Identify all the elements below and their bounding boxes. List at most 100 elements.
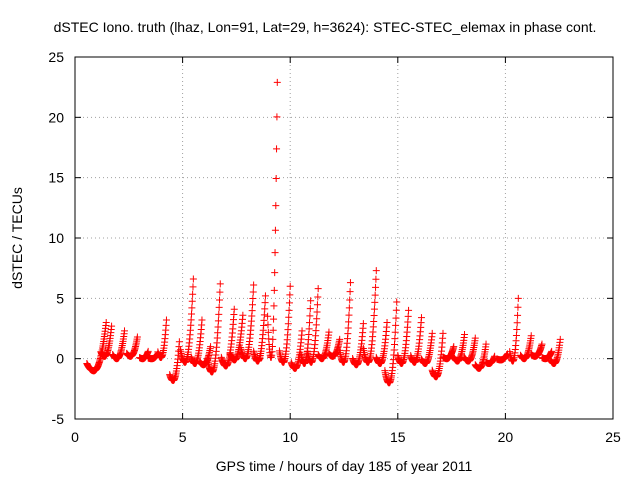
- y-tick-label: 0: [56, 351, 64, 367]
- data-point: [372, 267, 380, 275]
- data-point: [261, 299, 269, 307]
- data-point: [439, 329, 447, 337]
- data-point: [215, 310, 223, 318]
- data-point: [264, 321, 272, 329]
- data-point: [214, 323, 222, 331]
- data-point: [188, 310, 196, 318]
- data-point: [306, 305, 314, 313]
- data-point: [230, 305, 238, 313]
- data-point: [215, 303, 223, 311]
- data-point: [359, 320, 367, 328]
- data-point: [313, 301, 321, 309]
- data-point: [264, 328, 272, 336]
- data-point: [392, 321, 400, 329]
- data-point: [370, 312, 378, 320]
- y-tick-label: 20: [48, 109, 64, 125]
- y-tick-label: 5: [56, 290, 64, 306]
- data-point: [102, 318, 110, 326]
- data-point: [260, 311, 268, 319]
- data-point: [306, 312, 314, 320]
- x-tick-label: 25: [605, 429, 621, 445]
- data-point: [345, 304, 353, 312]
- data-point: [346, 279, 354, 287]
- data-point: [284, 320, 292, 328]
- data-point: [344, 324, 352, 332]
- data-point: [250, 281, 258, 289]
- data-point: [450, 343, 458, 351]
- data-point: [345, 318, 353, 326]
- data-point: [272, 202, 280, 210]
- data-point: [239, 311, 247, 319]
- x-tick-label: 0: [71, 429, 79, 445]
- data-point: [391, 341, 399, 349]
- data-point: [271, 249, 279, 257]
- chart-title: dSTEC Iono. truth (lhaz, Lon=91, Lat=29,…: [54, 19, 597, 35]
- data-point: [393, 298, 401, 306]
- data-point: [514, 311, 522, 319]
- data-point: [273, 78, 281, 86]
- data-point: [271, 226, 279, 234]
- data-point: [325, 328, 333, 336]
- data-point: [346, 288, 354, 296]
- plot-frame: [74, 56, 614, 420]
- data-point: [189, 283, 197, 291]
- data-point: [428, 329, 436, 337]
- data-point: [392, 314, 400, 322]
- data-point: [513, 319, 521, 327]
- data-point: [514, 303, 522, 311]
- data-point: [284, 326, 292, 334]
- data-point: [188, 304, 196, 312]
- data-point: [391, 335, 399, 343]
- data-point: [298, 327, 306, 335]
- data-point: [383, 318, 391, 326]
- data-point: [271, 269, 279, 277]
- data-point: [405, 306, 413, 314]
- data-point: [527, 332, 535, 340]
- data-point: [548, 347, 556, 355]
- data-point: [270, 286, 278, 294]
- data-point: [189, 290, 197, 298]
- data-point: [512, 331, 520, 339]
- x-axis-label: GPS time / hours of day 185 of year 2011: [216, 458, 473, 474]
- data-point: [482, 340, 490, 348]
- data-point: [514, 294, 522, 302]
- x-tick-label: 20: [498, 429, 514, 445]
- y-axis-label: dSTEC / TECUs: [9, 187, 25, 289]
- data-point: [372, 283, 380, 291]
- x-tick-label: 10: [282, 429, 298, 445]
- data-point: [461, 331, 469, 339]
- data-point: [270, 315, 278, 323]
- data-point: [285, 313, 293, 321]
- data-point: [216, 296, 224, 304]
- data-point: [371, 291, 379, 299]
- data-point: [189, 275, 197, 283]
- data-point: [306, 319, 314, 327]
- data-point: [249, 295, 257, 303]
- data-point: [144, 347, 152, 355]
- data-point: [273, 145, 281, 153]
- tick-labels: 0 5 10 15 20 25 -5 0 5 10 15 20 25: [48, 49, 621, 445]
- data-point: [312, 321, 320, 329]
- data-point: [261, 292, 269, 300]
- data-point: [270, 302, 278, 310]
- data-point: [268, 343, 276, 351]
- y-tick-label: -5: [52, 411, 65, 427]
- data-point: [216, 280, 224, 288]
- data-point: [346, 296, 354, 304]
- data-point: [261, 305, 269, 313]
- data-point: [313, 308, 321, 316]
- x-tick-label: 5: [179, 429, 187, 445]
- data-point: [305, 325, 313, 333]
- data-point: [269, 335, 277, 343]
- data-point: [392, 306, 400, 314]
- data-point: [285, 306, 293, 314]
- data-point: [417, 314, 425, 322]
- data-point: [391, 328, 399, 336]
- data-point: [314, 293, 322, 301]
- data-point: [188, 297, 196, 305]
- data-point: [133, 333, 141, 341]
- y-tick-label: 10: [48, 230, 64, 246]
- data-point: [120, 327, 128, 335]
- data-point: [285, 299, 293, 307]
